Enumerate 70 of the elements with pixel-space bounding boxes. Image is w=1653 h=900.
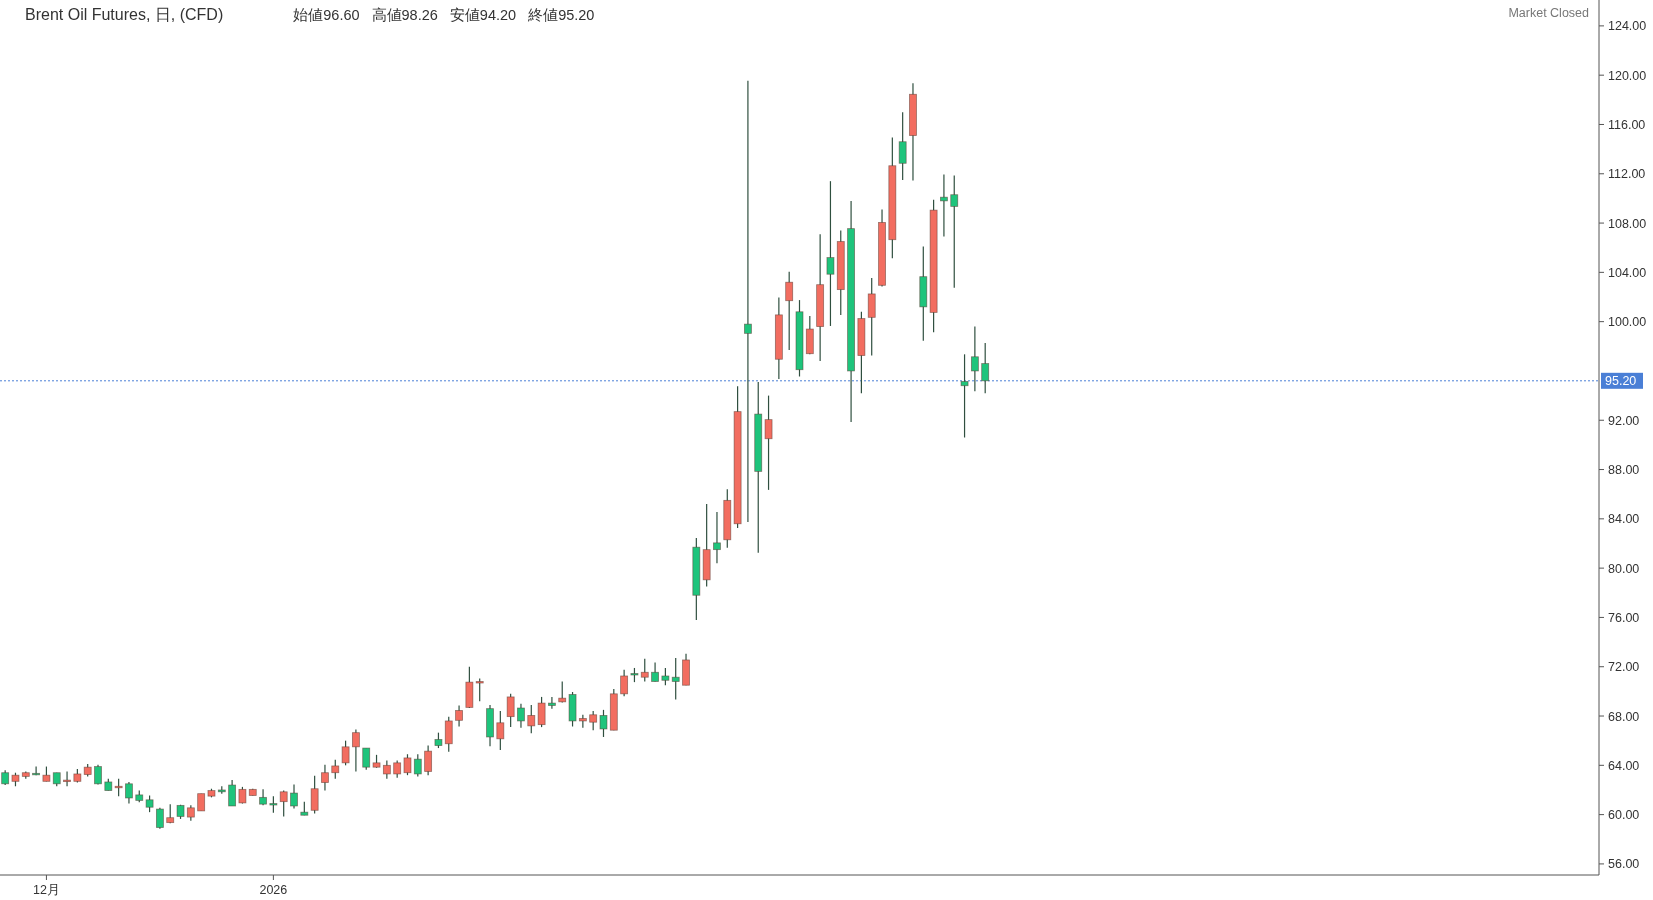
candlestick — [981, 342, 990, 394]
candlestick — [290, 783, 298, 810]
candlestick — [589, 710, 598, 731]
candlestick — [970, 325, 979, 392]
ref-line-label: 95.20 — [1605, 374, 1637, 389]
candlestick — [362, 747, 371, 771]
x-tick-label: 2026 — [259, 883, 288, 897]
y-tick-label: 112.00 — [1608, 167, 1646, 182]
candlestick — [321, 764, 329, 792]
y-tick-label: 108.00 — [1608, 216, 1647, 231]
candlestick — [537, 696, 546, 728]
annotation: Market Closed — [1508, 6, 1590, 20]
y-tick-label: 120.00 — [1608, 68, 1647, 83]
y-tick-label: 116.00 — [1608, 117, 1646, 132]
candlestick — [506, 693, 515, 728]
y-tick-label: 76.00 — [1608, 610, 1640, 625]
candlestick — [517, 703, 525, 729]
annotation: 高値98.26 — [371, 7, 438, 23]
candlestick — [764, 395, 773, 491]
candlestick — [382, 759, 391, 780]
annotation: 始値96.60 — [293, 7, 360, 23]
candlestick — [413, 753, 422, 778]
y-tick-label: 68.00 — [1608, 709, 1640, 724]
candlestick — [527, 704, 536, 734]
candlestick — [228, 779, 237, 807]
candlestick — [475, 677, 484, 702]
candlestick — [331, 759, 340, 780]
candlestick — [940, 173, 948, 238]
candlestick — [640, 658, 649, 683]
candlestick — [599, 709, 608, 738]
candlestick — [424, 745, 433, 776]
y-tick-label: 72.00 — [1608, 660, 1640, 675]
candlestick — [496, 710, 505, 751]
candlestick — [960, 353, 969, 439]
candlestick — [403, 753, 412, 776]
y-tick-label: 100.00 — [1608, 315, 1647, 330]
candlestick — [651, 661, 659, 683]
y-tick-label: 124.00 — [1608, 19, 1647, 34]
chart-title: Brent Oil Futures, 日, (CFD) — [25, 6, 224, 23]
y-tick-label: 92.00 — [1608, 413, 1640, 428]
candlestick — [352, 728, 360, 773]
candlestick — [867, 277, 876, 357]
y-tick-label: 56.00 — [1608, 857, 1640, 872]
candlestick — [32, 765, 41, 776]
candlestick — [671, 657, 680, 700]
y-tick-label: 84.00 — [1608, 512, 1640, 527]
y-tick-label: 80.00 — [1608, 561, 1640, 576]
annotation: 終値95.20 — [527, 7, 595, 23]
candlestick — [310, 775, 319, 814]
candlestick — [898, 111, 907, 181]
annotation: 安値94.20 — [449, 7, 517, 23]
y-tick-label: 104.00 — [1608, 265, 1647, 280]
candlestick — [950, 175, 959, 289]
candlestick — [744, 80, 752, 523]
candlestick — [341, 740, 350, 766]
candlestick — [63, 770, 71, 787]
candlestick — [826, 180, 835, 327]
candlestick — [578, 714, 587, 729]
candlestick — [620, 669, 629, 697]
y-tick-label: 60.00 — [1608, 808, 1640, 823]
candlestick — [785, 271, 794, 351]
y-tick-label: 88.00 — [1608, 463, 1640, 478]
candlestick — [125, 781, 133, 805]
candlestick — [455, 704, 463, 728]
candlestick — [444, 716, 453, 753]
candlestick — [713, 511, 721, 564]
candlestick — [279, 789, 288, 818]
y-tick-label: 64.00 — [1608, 758, 1640, 773]
x-tick-label: 12月 — [32, 883, 60, 897]
candlestick — [548, 696, 556, 710]
